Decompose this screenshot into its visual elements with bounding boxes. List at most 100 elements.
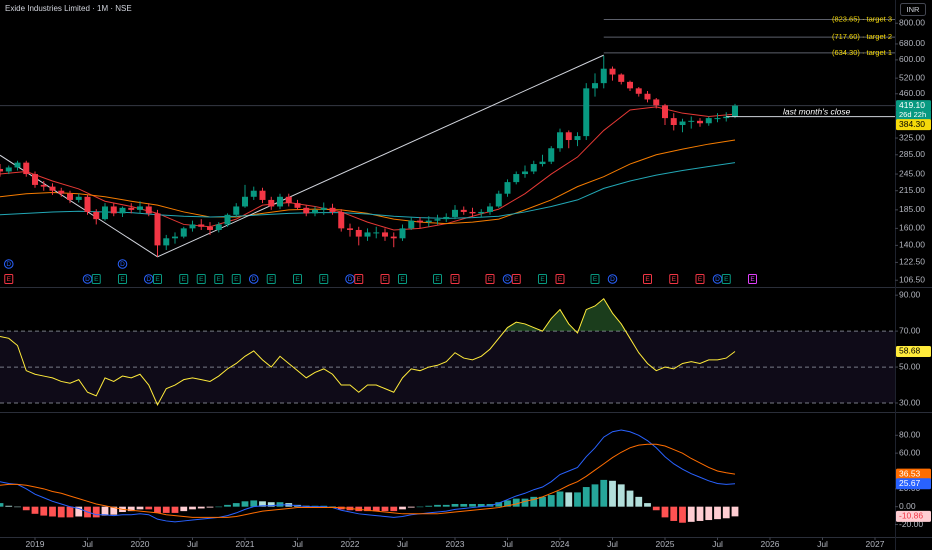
histogram-bar xyxy=(40,506,48,516)
y-tick-label: 0.00 xyxy=(899,501,916,511)
event-label: D xyxy=(85,276,90,283)
event-marker xyxy=(433,274,442,284)
candle-body xyxy=(592,83,598,89)
histogram-bar xyxy=(626,490,634,507)
event-label: E xyxy=(322,276,327,283)
candle-body xyxy=(233,206,240,215)
candle-body xyxy=(557,132,563,149)
candle-body xyxy=(32,174,38,185)
candle-body xyxy=(460,209,467,212)
chart-title: Exide Industries Limited · 1M · NSE xyxy=(5,4,132,13)
histogram-bar xyxy=(22,506,30,511)
candle-body xyxy=(145,206,152,214)
event-marker xyxy=(91,274,101,284)
event-label: E xyxy=(295,276,300,283)
candle-body xyxy=(565,132,572,141)
histogram-bar xyxy=(407,506,415,508)
event-label: D xyxy=(120,261,125,268)
event-marker xyxy=(179,274,189,284)
candle-body xyxy=(390,236,397,239)
currency-box[interactable] xyxy=(900,3,926,16)
macd-line xyxy=(0,429,736,523)
candle-body xyxy=(23,162,30,175)
price-tag-label: 58.68 xyxy=(899,346,921,356)
moving-average xyxy=(0,106,736,231)
candle-body xyxy=(688,120,695,122)
histogram-bar xyxy=(250,500,258,507)
histogram-bar xyxy=(679,506,686,523)
candle-body xyxy=(487,206,493,212)
last-close-annotation: last month's close xyxy=(783,106,851,116)
event-label: D xyxy=(505,276,510,283)
y-tick-label: 600.00 xyxy=(899,54,925,64)
candle-body xyxy=(224,214,231,225)
histogram-bar xyxy=(49,506,56,517)
candle-body xyxy=(408,220,415,229)
price-tag-label: 36.53 xyxy=(899,468,921,478)
y-tick-label: 285.00 xyxy=(899,149,925,159)
event-marker xyxy=(721,274,731,284)
candle-body xyxy=(163,238,170,246)
currency[interactable]: INR xyxy=(907,5,921,14)
event-label: E xyxy=(120,276,125,283)
histogram-bar xyxy=(434,504,441,507)
histogram-bar xyxy=(31,506,39,514)
event-label: E xyxy=(750,276,755,283)
candle-body xyxy=(714,118,721,120)
histogram-bar xyxy=(372,506,380,512)
event-marker xyxy=(643,274,652,284)
histogram-bar xyxy=(451,503,459,507)
histogram-bar xyxy=(416,506,424,508)
candle-body xyxy=(172,236,178,239)
histogram-bar xyxy=(556,491,564,507)
histogram-bar xyxy=(547,495,555,507)
candle-body xyxy=(154,213,161,246)
event-label: E xyxy=(217,276,222,283)
candle-body xyxy=(644,93,651,100)
histogram-bar xyxy=(574,492,581,507)
histogram-bar xyxy=(171,506,179,513)
candle-body xyxy=(137,206,143,210)
event-marker xyxy=(695,274,705,284)
event-marker xyxy=(4,274,14,284)
x-tick-label: 2020 xyxy=(131,539,150,549)
candle-body xyxy=(382,232,388,237)
event-label: E xyxy=(94,276,99,283)
candle-body xyxy=(443,216,450,220)
event-label: E xyxy=(155,276,160,283)
candle-body xyxy=(495,193,502,207)
y-tick-label: 680.00 xyxy=(899,38,925,48)
event-marker xyxy=(669,274,679,284)
event-label: E xyxy=(593,276,598,283)
target-label: (634.30) · target 1 xyxy=(832,48,892,57)
event-label: E xyxy=(234,276,239,283)
candle-body xyxy=(723,116,730,119)
candle-body xyxy=(583,88,590,137)
histogram-bar xyxy=(215,506,223,508)
candle-body xyxy=(618,74,625,82)
y-tick-label: 520.00 xyxy=(899,72,925,82)
candle-body xyxy=(574,136,581,141)
event-marker xyxy=(354,274,364,284)
histogram-bar xyxy=(696,506,704,521)
histogram-bar xyxy=(477,503,485,507)
histogram-bar xyxy=(180,506,188,512)
candle-body xyxy=(285,196,292,204)
event-label: D xyxy=(146,276,151,283)
y-tick-label: 80.00 xyxy=(899,430,921,440)
y-tick-label: 70.00 xyxy=(899,325,921,335)
histogram-bar xyxy=(197,506,205,509)
price-tag xyxy=(896,478,931,490)
histogram-bar xyxy=(267,502,275,507)
candle-body xyxy=(5,167,12,172)
candle-body xyxy=(49,186,56,191)
candle-body xyxy=(303,207,310,214)
candle-body xyxy=(425,220,432,223)
histogram-bar xyxy=(224,504,231,507)
price-tag xyxy=(896,100,931,112)
histogram-bar xyxy=(652,506,660,511)
candle-body xyxy=(250,190,257,197)
histogram-bar xyxy=(504,500,511,507)
